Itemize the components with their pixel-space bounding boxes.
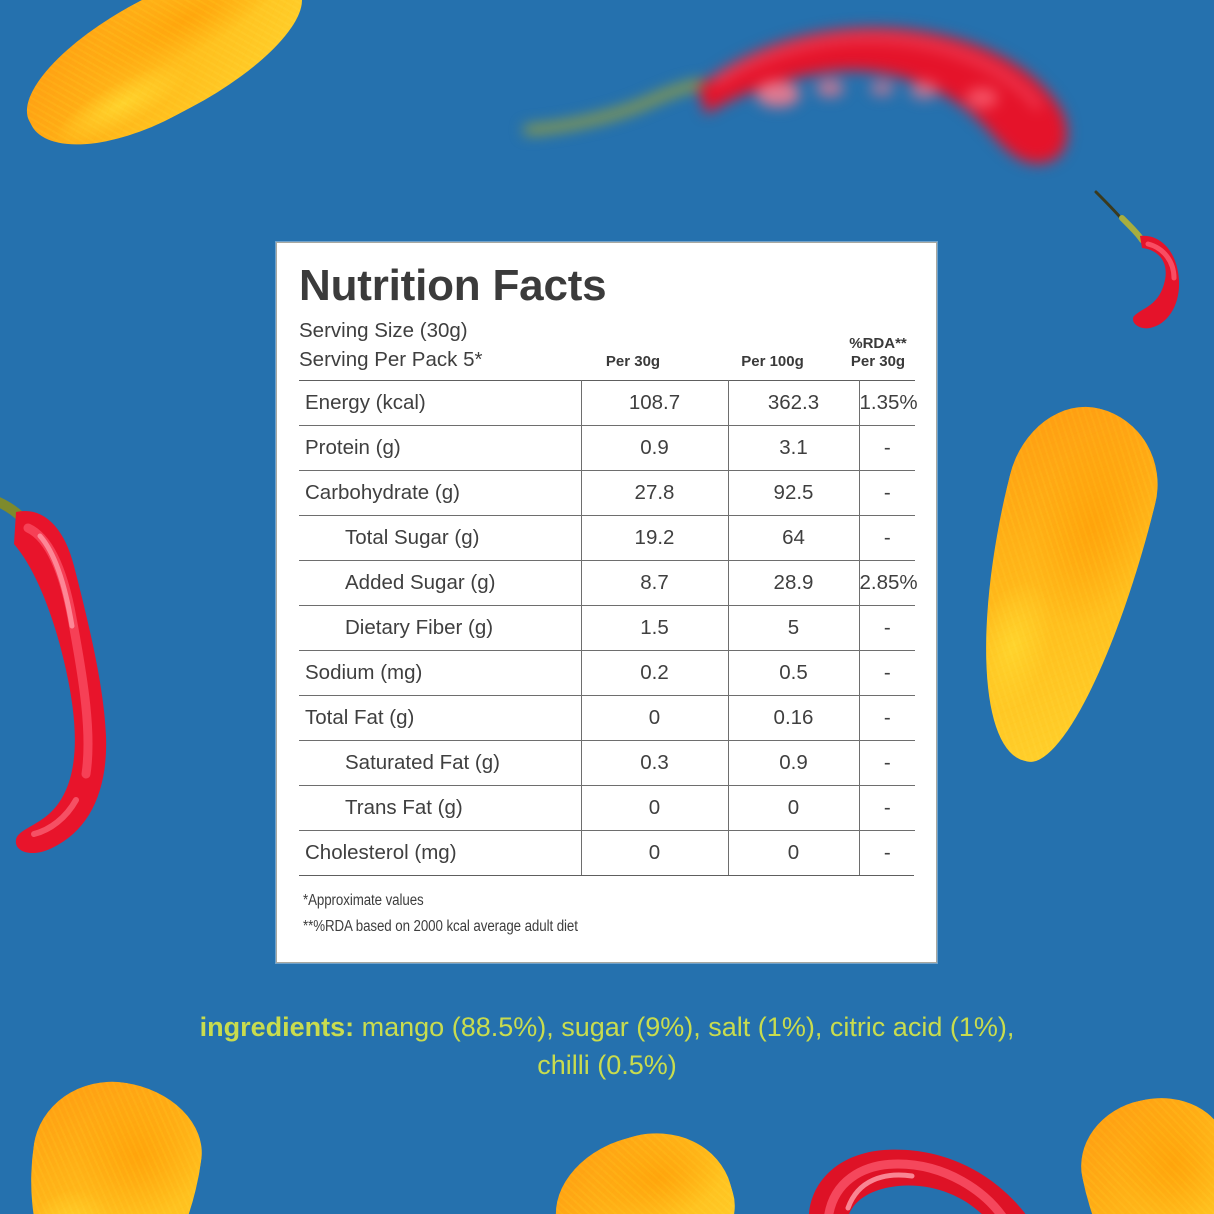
table-row: Dietary Fiber (g) 1.5 5-: [299, 604, 915, 651]
nutrient-label: Trans Fat (g): [299, 784, 582, 831]
value-rda: -: [859, 469, 915, 516]
table-row: Saturated Fat (g) 0.3 0.9-: [299, 739, 915, 786]
value-per-100g: 92.5: [728, 469, 860, 516]
chilli-bottom-right: [792, 1124, 1052, 1214]
value-per-100g: 0: [728, 784, 860, 831]
value-per-100g: 362.3: [728, 379, 860, 426]
footnote-rda: **%RDA based on 2000 kcal average adult …: [303, 917, 578, 935]
column-header-per-30g: Per 30g: [605, 353, 661, 371]
column-header-per-100g: Per 100g: [741, 353, 804, 371]
table-row: Carbohydrate (g) 27.8 92.5-: [299, 469, 915, 516]
page-title: Nutrition Facts: [299, 261, 607, 310]
value-per-30g: 108.7: [581, 379, 729, 426]
table-row: Protein (g) 0.9 3.1-: [299, 424, 915, 471]
mango-slice-bottom-right: [1069, 1084, 1214, 1214]
chilli-left: [0, 478, 194, 878]
value-per-30g: 27.8: [581, 469, 729, 516]
ingredients-statement: ingredients: mango (88.5%), sugar (9%), …: [0, 1008, 1214, 1085]
nutrient-label: Saturated Fat (g): [299, 739, 582, 786]
mango-slice-right: [943, 391, 1175, 777]
value-per-30g: 0.3: [581, 739, 729, 786]
value-per-100g: 0.16: [728, 694, 860, 741]
nutrient-label: Dietary Fiber (g): [299, 604, 582, 651]
value-per-100g: 0.5: [728, 649, 860, 696]
value-per-30g: 0: [581, 784, 729, 831]
value-per-30g: 0: [581, 694, 729, 741]
mango-slice-bottom-left: [13, 1071, 211, 1214]
footnotes: *Approximate values **%RDA based on 2000…: [299, 875, 914, 939]
serving-size: Serving Size (30g): [299, 318, 468, 342]
nutrient-label: Cholesterol (mg): [299, 829, 582, 876]
table-row: Cholesterol (mg) 0 0-: [299, 829, 915, 876]
value-per-100g: 64: [728, 514, 860, 561]
value-rda: -: [859, 514, 915, 561]
ingredients-label: ingredients:: [199, 1012, 355, 1042]
nutrient-label: Added Sugar (g): [299, 559, 582, 606]
footnote-approximate: *Approximate values: [303, 892, 424, 910]
value-per-100g: 3.1: [728, 424, 860, 471]
nutrient-label: Energy (kcal): [299, 379, 582, 426]
value-per-30g: 1.5: [581, 604, 729, 651]
column-header-rda: %RDA** Per 30g: [838, 335, 918, 373]
value-rda: -: [859, 784, 915, 831]
nutrition-table: Energy (kcal) 108.7 362.3 1.35% Protein (g) 0…: [299, 379, 918, 876]
column-header-rda-line2: Per 30g: [850, 353, 906, 371]
nutrient-label: Total Sugar (g): [299, 514, 582, 561]
value-per-30g: 19.2: [581, 514, 729, 561]
column-header-rda-line1: %RDA**: [849, 335, 907, 353]
table-row: Added Sugar (g) 8.7 28.9 2.85%: [299, 559, 918, 606]
value-rda: -: [859, 424, 915, 471]
nutrient-label: Total Fat (g): [299, 694, 582, 741]
value-per-30g: 0: [581, 829, 729, 876]
serving-per-pack: Serving Per Pack 5*: [299, 347, 483, 371]
value-per-100g: 0: [728, 829, 860, 876]
value-rda: -: [859, 649, 915, 696]
table-row: Total Fat (g) 0 0.16-: [299, 694, 915, 741]
table-header: Serving Size (30g) Serving Per Pack 5* P…: [299, 316, 914, 380]
nutrient-label: Carbohydrate (g): [299, 469, 582, 516]
table-row: Trans Fat (g) 0 0-: [299, 784, 915, 831]
value-rda: -: [859, 604, 915, 651]
value-per-30g: 8.7: [581, 559, 729, 606]
table-row: Total Sugar (g) 19.2 64-: [299, 514, 915, 561]
chilli-top-right: [1080, 188, 1214, 334]
value-rda: -: [859, 739, 915, 786]
value-per-100g: 0.9: [728, 739, 860, 786]
value-per-100g: 5: [728, 604, 860, 651]
nutrient-label: Protein (g): [299, 424, 582, 471]
table-row: Sodium (mg) 0.2 0.5-: [299, 649, 915, 696]
mango-slice-top-left: [3, 0, 325, 178]
value-rda: -: [859, 694, 915, 741]
nutrient-label: Sodium (mg): [299, 649, 582, 696]
nutrition-facts-card: Nutrition Facts Serving Size (30g) Servi…: [276, 242, 937, 963]
value-per-30g: 0.2: [581, 649, 729, 696]
value-rda: 1.35%: [859, 379, 918, 426]
value-per-30g: 0.9: [581, 424, 729, 471]
ingredients-list: mango (88.5%), sugar (9%), salt (1%), ci…: [354, 1012, 1015, 1081]
mango-slice-bottom-center: [539, 1114, 751, 1214]
value-rda: -: [859, 829, 915, 876]
value-per-100g: 28.9: [728, 559, 860, 606]
serving-info: Serving Size (30g) Serving Per Pack 5*: [299, 316, 559, 374]
chilli-top-center: [520, 10, 1080, 180]
table-row: Energy (kcal) 108.7 362.3 1.35%: [299, 379, 918, 426]
value-rda: 2.85%: [859, 559, 918, 606]
